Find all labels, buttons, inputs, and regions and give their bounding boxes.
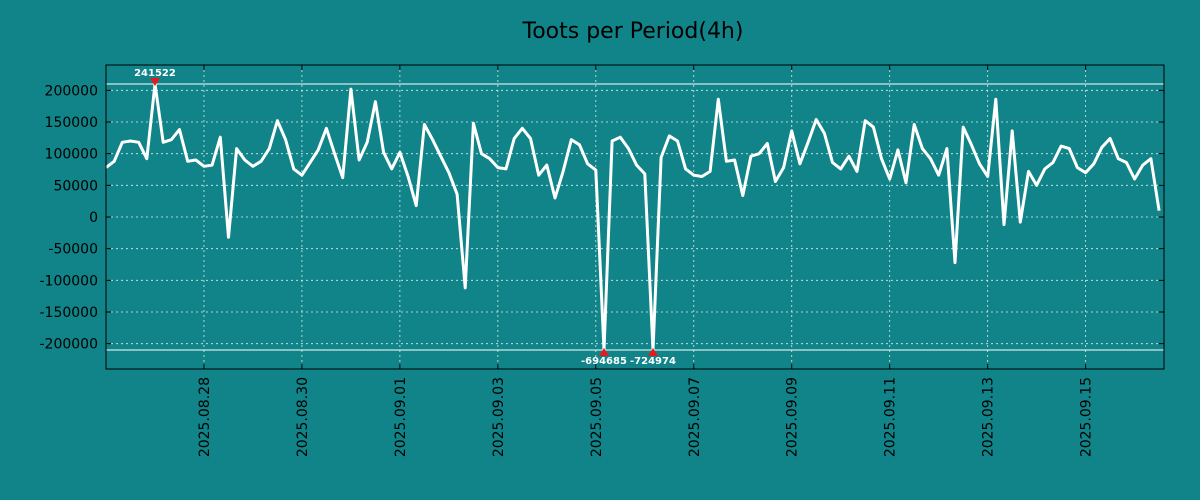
annotations: 241522 -694685 -724974: [134, 68, 676, 367]
x-tick-label: 2025.09.03: [491, 377, 507, 457]
x-tick-label: 2025.09.11: [883, 377, 899, 457]
min-annotation: -694685: [581, 356, 627, 367]
max-annotation: 241522: [134, 68, 176, 79]
min-marker: [647, 348, 658, 356]
min-marker: [598, 348, 609, 356]
y-tick-label: -100000: [40, 273, 99, 289]
y-tick-label: 50000: [53, 178, 98, 194]
x-tick-label: 2025.08.28: [197, 377, 213, 457]
x-tick-label: 2025.09.01: [393, 377, 409, 457]
max-marker: [149, 78, 160, 86]
y-tick-label: -200000: [40, 337, 99, 353]
x-tick-label: 2025.09.13: [981, 377, 997, 457]
grid: [106, 65, 1164, 369]
y-tick-label: -50000: [48, 242, 98, 258]
y-tick-label: 200000: [45, 83, 98, 99]
chart-title: Toots per Period(4h): [522, 19, 744, 44]
y-tick-label: 0: [89, 210, 98, 226]
x-tick-label: 2025.09.05: [589, 377, 605, 457]
x-tick-label: 2025.09.09: [785, 377, 801, 457]
min-annotation: -724974: [630, 356, 676, 367]
y-tick-label: -150000: [40, 305, 99, 321]
x-tick-label: 2025.08.30: [295, 377, 311, 457]
y-tick-label: 150000: [45, 115, 98, 131]
x-tick-label: 2025.09.15: [1079, 377, 1095, 457]
y-tick-label: 100000: [45, 147, 98, 163]
clip-reference-lines: [106, 83, 1164, 351]
series-line: [105, 82, 1161, 352]
y-axis: 200000 150000 100000 50000 0 -50000 -100000 -15…: [40, 83, 1164, 353]
x-axis: 2025.08.28 2025.08.30 2025.09.01 2025.09.03…: [197, 65, 1095, 457]
x-tick-label: 2025.09.07: [687, 377, 703, 457]
